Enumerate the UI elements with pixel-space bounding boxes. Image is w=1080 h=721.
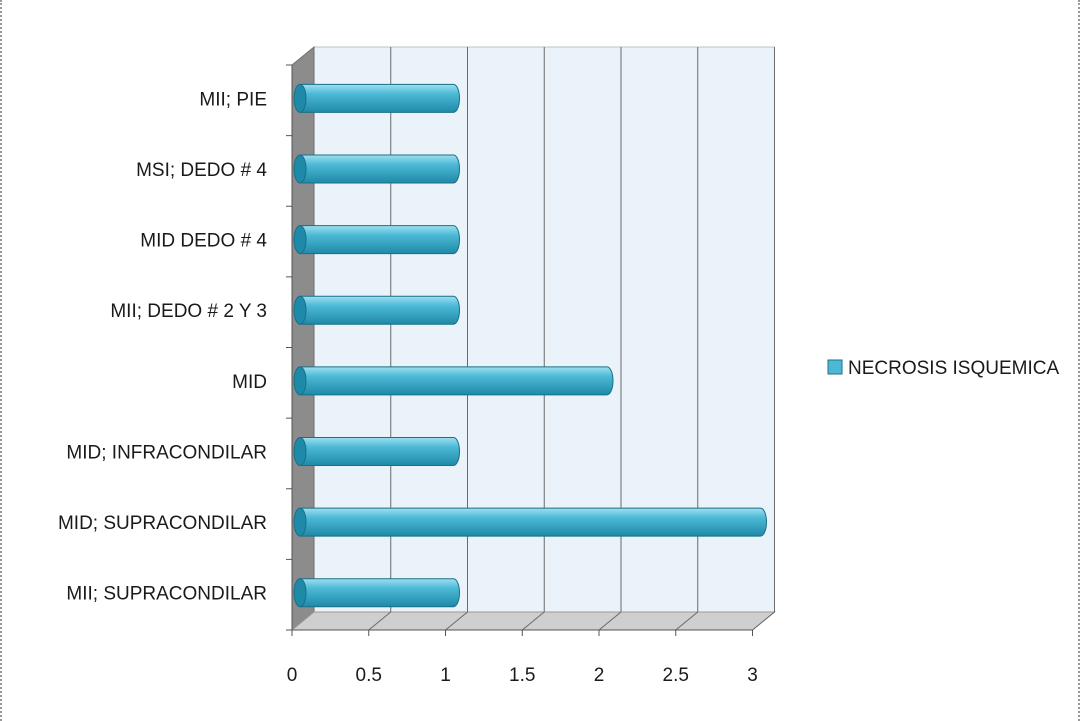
bar bbox=[293, 366, 614, 396]
bar-cap bbox=[293, 225, 307, 255]
bar-body bbox=[299, 366, 614, 396]
bar bbox=[293, 436, 460, 466]
legend: NECROSIS ISQUEMICA bbox=[827, 358, 1059, 379]
bar-body bbox=[299, 436, 460, 466]
bar bbox=[293, 154, 460, 184]
bar-cap bbox=[293, 366, 307, 396]
category-label: MID; INFRACONDILAR bbox=[66, 442, 267, 463]
value-tick-label: 3 bbox=[747, 665, 758, 686]
gridline-floor bbox=[445, 611, 468, 631]
value-axis: 0 0.5 1 1.5 2 2.5 3 bbox=[287, 629, 758, 686]
bar bbox=[293, 225, 460, 255]
bar-body bbox=[299, 578, 460, 608]
category-label: MSI; DEDO # 4 bbox=[136, 160, 267, 181]
category-label: MII; DEDO # 2 Y 3 bbox=[110, 301, 267, 322]
side-wall bbox=[291, 45, 315, 632]
value-tick-label: 1 bbox=[440, 665, 451, 686]
legend-label: NECROSIS ISQUEMICA bbox=[848, 358, 1059, 379]
bar bbox=[293, 507, 767, 537]
bar bbox=[293, 295, 460, 325]
legend-item: NECROSIS ISQUEMICA bbox=[827, 358, 1059, 379]
bar bbox=[293, 578, 460, 608]
gridline-floor bbox=[752, 611, 775, 631]
bar-cap bbox=[293, 507, 307, 537]
bar-body bbox=[299, 295, 460, 325]
bar-cap bbox=[293, 578, 307, 608]
value-tick-label: 0 bbox=[287, 665, 298, 686]
category-label: MID bbox=[232, 372, 267, 393]
gridline-floor bbox=[368, 611, 392, 631]
bar-body bbox=[299, 154, 460, 184]
gridline-floor bbox=[598, 611, 622, 631]
value-tick-label: 2.5 bbox=[663, 665, 689, 686]
category-label: MID; SUPRACONDILAR bbox=[58, 513, 267, 534]
category-axis: MII; SUPRACONDILAR MID; SUPRACONDILAR MID;… bbox=[58, 64, 293, 631]
bar-cap bbox=[293, 154, 307, 184]
category-label: MID DEDO # 4 bbox=[140, 231, 267, 252]
category-label: MII; PIE bbox=[199, 89, 267, 110]
bars bbox=[293, 83, 767, 608]
plot-walls bbox=[290, 45, 776, 632]
bar-cap bbox=[293, 295, 307, 325]
legend-swatch bbox=[827, 359, 843, 375]
value-tick-label: 0.5 bbox=[356, 665, 382, 686]
gridline-floor bbox=[675, 611, 699, 631]
value-tick-label: 1.5 bbox=[509, 665, 535, 686]
category-label: MII; SUPRACONDILAR bbox=[66, 584, 267, 605]
bar bbox=[293, 83, 460, 113]
bar-body bbox=[299, 507, 767, 537]
bar-body bbox=[299, 83, 460, 113]
bar-cap bbox=[293, 83, 307, 113]
bar-cap bbox=[293, 436, 307, 466]
gridline-floor bbox=[521, 611, 545, 631]
bar-body bbox=[299, 225, 460, 255]
value-tick-label: 2 bbox=[594, 665, 605, 686]
